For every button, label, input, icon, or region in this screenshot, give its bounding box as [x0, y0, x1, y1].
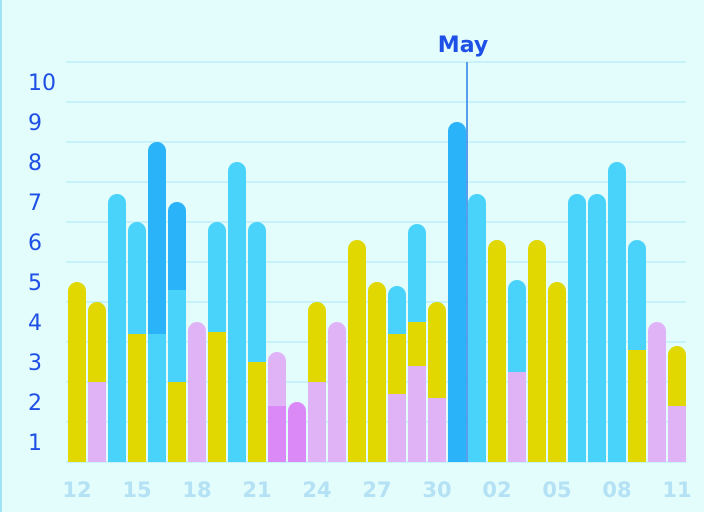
- bar-segment: [628, 240, 646, 350]
- bar-segment: [388, 286, 406, 334]
- bar-segment: [308, 382, 326, 462]
- bar-segment: [88, 302, 106, 382]
- bar-segment: [488, 240, 506, 462]
- month-marker: May: [438, 33, 488, 462]
- y-tick-label: 5: [28, 271, 42, 296]
- bar-segment: [208, 332, 226, 462]
- bars: [68, 122, 686, 462]
- bar-segment: [648, 322, 666, 462]
- bar-segment: [628, 350, 646, 462]
- bar-segment: [368, 282, 386, 462]
- bar-segment: [408, 322, 426, 366]
- bar-segment: [268, 406, 286, 462]
- bar-segment: [288, 402, 306, 462]
- y-tick-label: 1: [28, 431, 42, 456]
- bar-segment: [608, 162, 626, 462]
- bar-segment: [508, 372, 526, 462]
- bar-segment: [108, 194, 126, 462]
- x-axis-labels: 12 15 18 21 24 27 30 02 05 08 11: [62, 478, 691, 502]
- bar-segment: [468, 194, 486, 462]
- x-tick-label: 12: [62, 478, 91, 502]
- bar-segment: [168, 382, 186, 462]
- bar-segment: [548, 282, 566, 462]
- bar-segment: [428, 302, 446, 398]
- x-tick-label: 24: [302, 478, 331, 502]
- bar-segment: [668, 406, 686, 462]
- x-tick-label: 30: [422, 478, 451, 502]
- bar-segment: [168, 290, 186, 382]
- bar-segment: [248, 222, 266, 362]
- x-tick-label: 11: [662, 478, 691, 502]
- x-tick-label: 18: [182, 478, 211, 502]
- x-tick-label: 21: [242, 478, 271, 502]
- y-tick-label: 7: [28, 191, 42, 216]
- bar-segment: [88, 382, 106, 462]
- bar-segment: [248, 362, 266, 462]
- bar-segment: [268, 352, 286, 406]
- bar-segment: [168, 202, 186, 290]
- bar-segment: [448, 122, 466, 462]
- bar-segment: [68, 282, 86, 462]
- bar-segment: [148, 334, 166, 462]
- bar-segment: [208, 222, 226, 332]
- bar-segment: [188, 322, 206, 462]
- bar-segment: [128, 222, 146, 334]
- bar-segment: [308, 302, 326, 382]
- x-tick-label: 02: [482, 478, 511, 502]
- bar-segment: [348, 240, 366, 462]
- month-marker-label: May: [438, 33, 488, 58]
- bar-segment: [528, 240, 546, 462]
- y-axis-labels: 1 2 3 4 5 6 7 8 9 10: [28, 71, 56, 456]
- bar-segment: [508, 280, 526, 372]
- y-tick-label: 8: [28, 151, 42, 176]
- bar-segment: [408, 224, 426, 322]
- y-tick-label: 9: [28, 111, 42, 136]
- x-tick-label: 05: [542, 478, 571, 502]
- bar-segment: [228, 162, 246, 462]
- x-tick-label: 27: [362, 478, 391, 502]
- y-tick-label: 3: [28, 351, 42, 376]
- bar-segment: [328, 322, 346, 462]
- x-tick-label: 15: [122, 478, 151, 502]
- bar-segment: [568, 194, 586, 462]
- bar-segment: [128, 334, 146, 462]
- bar-segment: [388, 394, 406, 462]
- y-tick-label: 4: [28, 311, 42, 336]
- y-tick-label: 2: [28, 391, 42, 416]
- bar-segment: [588, 194, 606, 462]
- bar-segment: [428, 398, 446, 462]
- bar-segment: [148, 142, 166, 334]
- bar-segment: [388, 334, 406, 394]
- y-tick-label: 10: [28, 71, 56, 96]
- y-tick-label: 6: [28, 231, 42, 256]
- bar-segment: [408, 366, 426, 462]
- x-tick-label: 08: [602, 478, 631, 502]
- bar-segment: [668, 346, 686, 406]
